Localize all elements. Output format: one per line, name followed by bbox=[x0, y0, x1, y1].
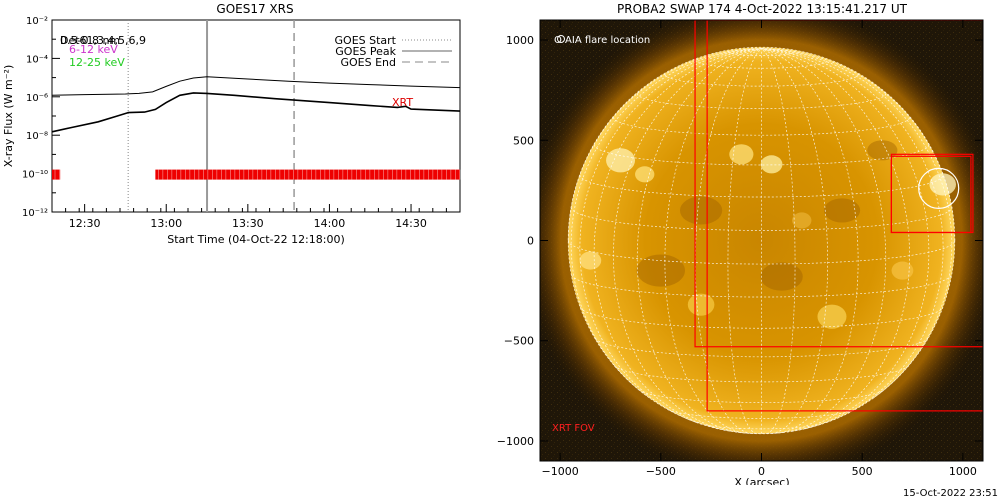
longitude-line bbox=[727, 48, 762, 434]
legend-goes-end-label: GOES End bbox=[340, 56, 396, 69]
xrt-fov-boxes bbox=[694, 20, 983, 412]
goes-x-tick-label: 14:00 bbox=[314, 217, 346, 230]
dark-region bbox=[823, 198, 861, 223]
active-regions bbox=[579, 140, 957, 329]
active-region bbox=[891, 261, 914, 280]
latitude-line bbox=[638, 389, 885, 403]
latitude-line bbox=[695, 60, 828, 69]
dark-region bbox=[867, 140, 898, 161]
goes-x-tick-label: 13:00 bbox=[150, 217, 182, 230]
swap-x-tick-label: −1000 bbox=[542, 465, 579, 478]
limb-line bbox=[567, 46, 956, 435]
swap-y-tick-label: −500 bbox=[504, 335, 534, 348]
goes-y-axis: 10⁻¹² 10⁻¹⁰ 10⁻⁸ 10⁻⁶ 10⁻⁴ 10⁻² bbox=[22, 16, 60, 219]
legend-detectors: Det61,3,4,5,6,9 bbox=[60, 34, 146, 47]
xrt-fov-box bbox=[706, 20, 983, 412]
goes-x-axis-label: Start Time (04-Oct-22 12:18:00) bbox=[167, 233, 345, 246]
longitude-line bbox=[593, 48, 762, 430]
legend-goes-start-label: GOES Start bbox=[335, 34, 397, 47]
active-region bbox=[760, 155, 783, 174]
goes-y-tick-label: 10⁻⁶ bbox=[26, 93, 48, 104]
active-region bbox=[792, 212, 812, 229]
swap-y-tick-label: 0 bbox=[527, 235, 534, 248]
active-region bbox=[729, 144, 754, 165]
longitude-line bbox=[636, 48, 762, 433]
goes-y-tick-label: 10⁻⁴ bbox=[26, 54, 48, 65]
dark-region bbox=[760, 262, 803, 291]
active-region bbox=[579, 251, 602, 270]
active-region bbox=[817, 304, 847, 329]
goes-x-tick-label: 14:30 bbox=[395, 217, 427, 230]
swap-x-tick-label: −500 bbox=[646, 465, 676, 478]
goes-x-tick-label: 13:30 bbox=[232, 217, 264, 230]
longitude-line bbox=[613, 48, 762, 432]
legend-12-25-kev: 12-25 keV bbox=[69, 56, 125, 69]
swap-y-axis: −1000 −500 0 500 1000 bbox=[497, 34, 983, 448]
goes-x-axis: 12:30 13:00 13:30 14:00 14:30 bbox=[51, 204, 461, 230]
swap-y-tick-label: −1000 bbox=[497, 435, 534, 448]
goes-y-axis-label: X-ray Flux (W m⁻²) bbox=[2, 65, 15, 167]
legend-flare-text: O AIA flare location bbox=[554, 35, 650, 46]
latitude-line bbox=[613, 117, 910, 136]
active-region bbox=[635, 166, 655, 183]
longitude-line bbox=[570, 48, 762, 399]
xrt-fov-label: XRT FOV bbox=[552, 423, 595, 434]
goes-series-line-1 bbox=[51, 92, 461, 133]
goes-y-tick-label: 10⁻¹⁰ bbox=[22, 170, 48, 181]
swap-title: PROBA2 SWAP 174 4-Oct-2022 13:15:41.217 … bbox=[617, 2, 908, 16]
latitude-line bbox=[613, 365, 910, 383]
legend-goes-peak-label: GOES Peak bbox=[335, 45, 396, 58]
swap-x-axis-label: X (arcsec) bbox=[734, 476, 789, 485]
longitude-line bbox=[761, 48, 930, 430]
xrt-coverage-bars bbox=[52, 169, 461, 180]
latitude-line bbox=[699, 423, 824, 430]
goes-series-line-0 bbox=[51, 76, 461, 96]
active-region bbox=[929, 173, 957, 196]
swap-x-tick-label: 1000 bbox=[949, 465, 977, 478]
swap-x-axis: −1000 −500 0 500 1000 bbox=[542, 20, 977, 478]
legend-flare-icon bbox=[557, 35, 565, 43]
dark-region bbox=[679, 196, 723, 225]
swap-image-panel: PROBA2 SWAP 174 4-Oct-2022 13:15:41.217 … bbox=[497, 2, 984, 485]
goes-x-tick-label: 12:30 bbox=[69, 217, 101, 230]
longitude-line bbox=[761, 48, 859, 434]
latitude-line bbox=[570, 207, 953, 231]
goes-xrs-chart: GOES17 XRS 10⁻¹² 10⁻¹⁰ 10⁻⁸ 10⁻⁶ 10⁻⁴ 10⁻² 12… bbox=[2, 2, 461, 246]
dark-region bbox=[636, 254, 685, 287]
latitude-line bbox=[667, 409, 856, 419]
goes-y-tick-label: 10⁻¹² bbox=[22, 208, 48, 219]
active-region bbox=[606, 148, 636, 173]
longitude-line bbox=[761, 48, 796, 434]
active-region bbox=[687, 293, 715, 316]
aia-flare-location-marker bbox=[918, 167, 960, 209]
xrt-fov-box bbox=[890, 155, 972, 234]
xrt-fov-box bbox=[694, 20, 983, 348]
goes-y-tick-label: 10⁻⁸ bbox=[26, 131, 48, 142]
xrt-coverage-bar bbox=[155, 169, 461, 180]
legend-channel-long: 0.5-0.8 nm bbox=[60, 34, 120, 47]
goes-series-group bbox=[51, 76, 461, 133]
goes-y-tick-label: 10⁻² bbox=[26, 16, 48, 27]
goes-chart-title: GOES17 XRS bbox=[216, 2, 293, 16]
longitude-line bbox=[761, 48, 910, 432]
xrt-annotation: XRT bbox=[392, 96, 413, 109]
swap-x-tick-label: 500 bbox=[852, 465, 873, 478]
swap-y-tick-label: 500 bbox=[513, 134, 534, 147]
legend-6-12-kev: 6-12 keV bbox=[69, 43, 118, 56]
swap-x-tick-label: 0 bbox=[758, 465, 765, 478]
render-timestamp: 15-Oct-2022 23:51 bbox=[903, 488, 998, 499]
longitude-line bbox=[761, 48, 828, 434]
longitude-line bbox=[761, 48, 887, 433]
xrt-coverage-bar bbox=[52, 169, 61, 180]
longitude-line bbox=[761, 48, 953, 399]
longitude-line bbox=[664, 48, 762, 434]
swap-y-tick-label: 1000 bbox=[506, 34, 534, 47]
